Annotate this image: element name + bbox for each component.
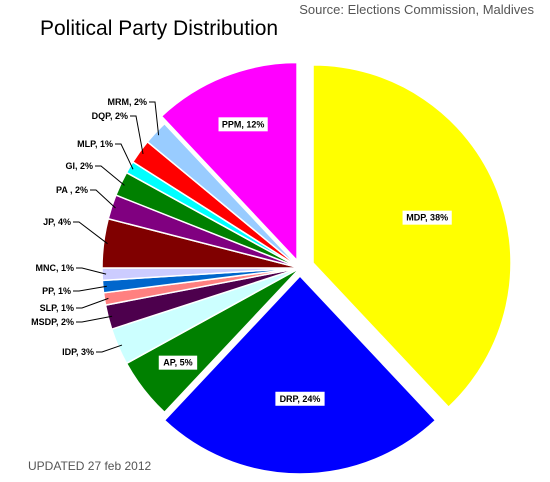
updated-note: UPDATED 27 feb 2012 xyxy=(28,459,152,473)
slice-drp xyxy=(163,274,437,475)
slice-mrm xyxy=(146,122,301,269)
leader-line-idp xyxy=(96,344,123,353)
leader-line-mrm xyxy=(149,101,160,136)
slice-label-msdp: MSDP, 2% xyxy=(31,317,74,327)
slice-label-pp: PP, 1% xyxy=(42,286,71,296)
leader-line-slp xyxy=(76,297,109,309)
svg-text:PPM, 12%: PPM, 12% xyxy=(222,119,265,129)
leader-line-msdp xyxy=(76,315,113,323)
slice-label-gi: GI, 2% xyxy=(65,161,93,171)
slice-label-mdp: MDP, 38% xyxy=(402,210,452,225)
leader-line-pa xyxy=(90,189,116,209)
svg-text:MDP, 38%: MDP, 38% xyxy=(406,213,448,223)
slice-label-ppm: PPM, 12% xyxy=(218,117,268,132)
pie-slices xyxy=(101,61,512,475)
pie-labels: MDP, 38% DRP, 24% AP, 5% IDP, 3% MSDP, 2% SLP… xyxy=(31,97,452,406)
leader-line-jp xyxy=(73,221,108,245)
leader-line-mnc xyxy=(76,267,107,275)
chart-title: Political Party Distribution xyxy=(40,17,279,40)
leader-line-pp xyxy=(73,285,107,292)
svg-text:DRP, 24%: DRP, 24% xyxy=(280,394,321,404)
slice-ppm xyxy=(160,61,298,263)
slice-label-mrm: MRM, 2% xyxy=(107,97,147,107)
svg-text:AP, 5%: AP, 5% xyxy=(163,358,192,368)
slice-mdp xyxy=(312,64,512,409)
slice-label-mnc: MNC, 1% xyxy=(35,263,74,273)
slice-label-drp: DRP, 24% xyxy=(275,391,325,406)
leader-line-dqp xyxy=(130,115,144,155)
slice-label-dqp: DQP, 2% xyxy=(92,111,128,121)
source-note: Source: Elections Commission, Maldives xyxy=(299,2,534,17)
slice-label-mlp: MLP, 1% xyxy=(77,139,113,149)
slice-label-slp: SLP, 1% xyxy=(40,303,74,313)
slice-label-jp: JP, 4% xyxy=(43,217,71,227)
slice-label-ap: AP, 5% xyxy=(158,355,198,370)
leader-line-gi xyxy=(95,165,125,186)
leader-line-mlp xyxy=(115,143,134,170)
slice-label-pa: PA , 2% xyxy=(56,185,88,195)
slice-label-idp: IDP, 3% xyxy=(62,347,94,357)
